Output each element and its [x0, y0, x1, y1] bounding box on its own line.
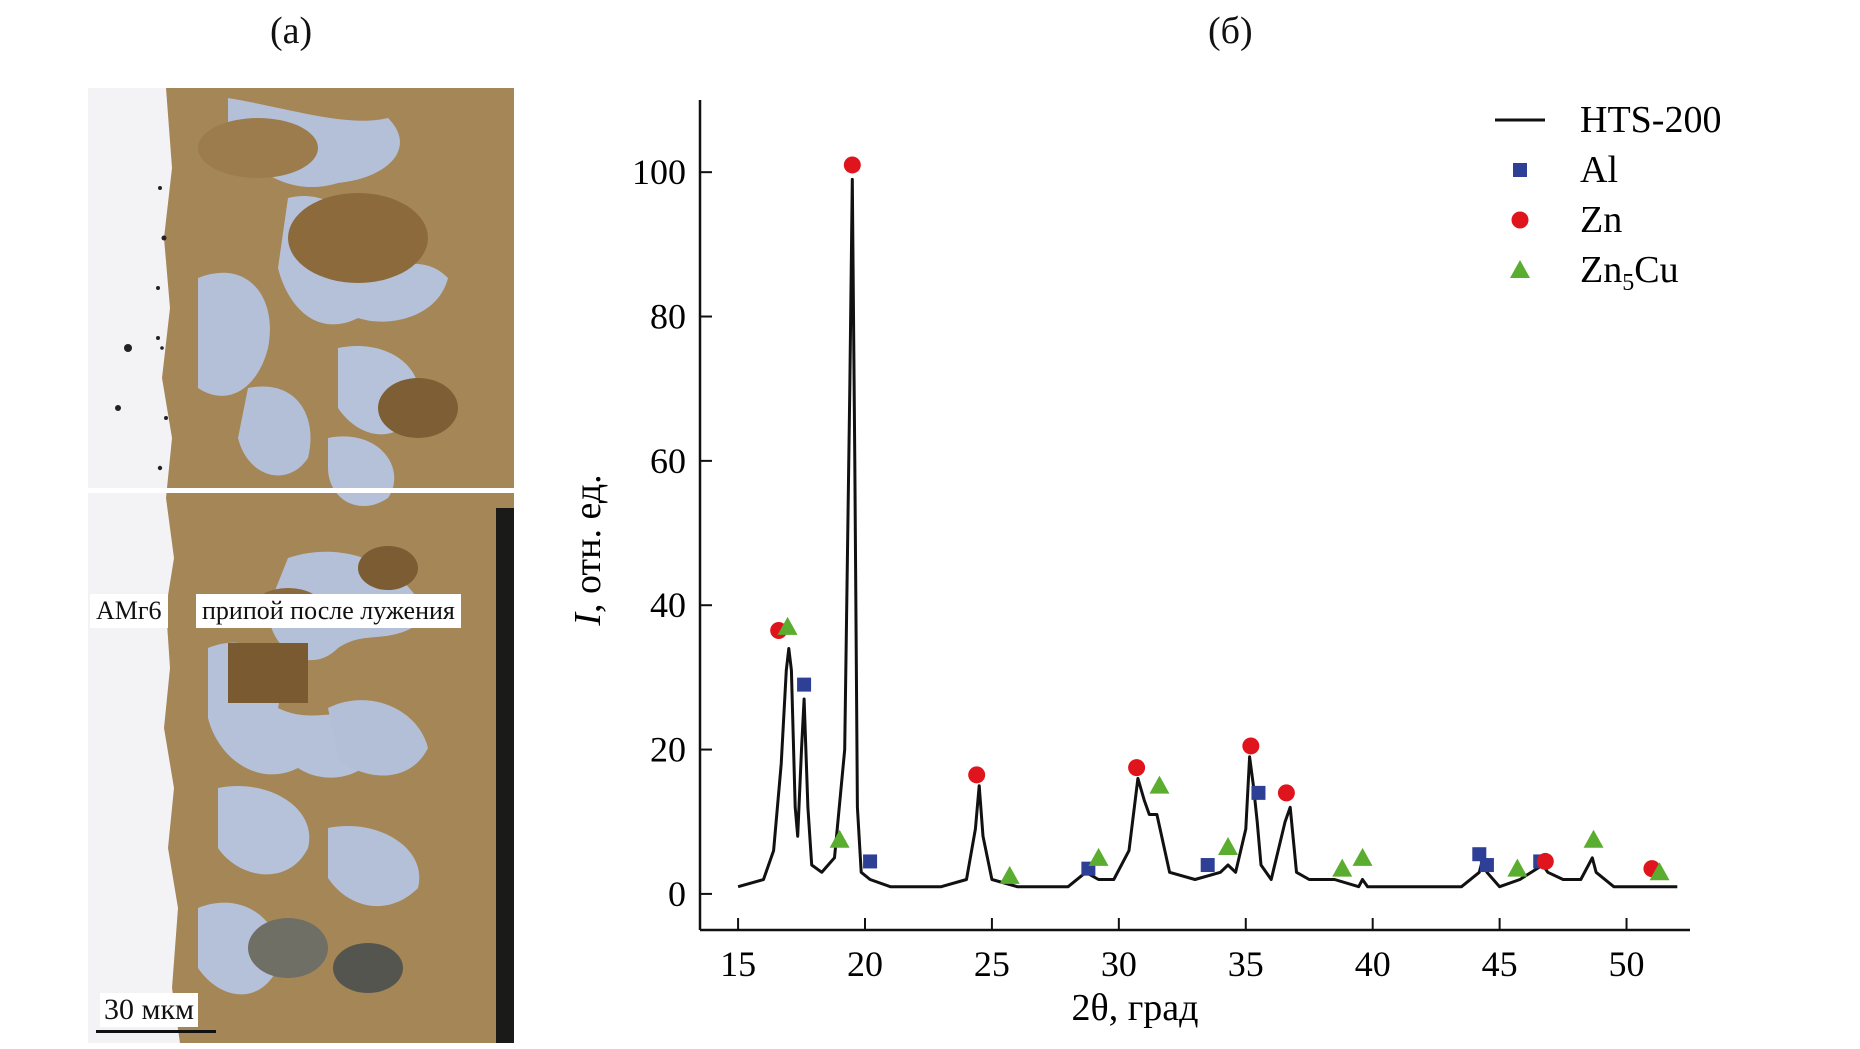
y-axis-label-rest: , отн. ед. — [567, 474, 609, 613]
marker-zn5cu — [1218, 837, 1238, 855]
marker-zn5cu — [1507, 858, 1528, 877]
panel-label-b: (б) — [1208, 10, 1253, 52]
micro-label-base: АМг6 — [90, 594, 168, 628]
chart-ticks: 15 20 25 30 35 40 45 50 0 20 40 60 80 100 — [632, 152, 1645, 984]
y-tick-label: 60 — [650, 441, 686, 481]
marker-zn — [968, 766, 986, 784]
legend-label-tail: Cu — [1634, 249, 1678, 291]
marker-zn5cu — [1088, 847, 1109, 866]
marker-al — [797, 677, 812, 692]
chart-markers — [770, 156, 1670, 884]
marker-al — [863, 854, 878, 869]
y-axis-label: I, отн. ед. — [567, 474, 609, 626]
y-tick-label: 0 — [668, 874, 686, 914]
marker-al — [1479, 858, 1494, 873]
legend-swatch-al — [1513, 163, 1527, 177]
marker-zn5cu — [829, 829, 850, 848]
marker-zn5cu — [1583, 829, 1604, 848]
marker-zn — [1242, 737, 1260, 755]
marker-zn5cu — [999, 865, 1020, 884]
marker-zn5cu — [1649, 862, 1670, 881]
marker-zn5cu — [1332, 858, 1353, 877]
micrograph-image — [88, 88, 514, 1043]
legend-label: Zn5Cu — [1580, 249, 1679, 296]
legend-label: Zn — [1580, 199, 1622, 241]
x-tick-label: 25 — [974, 944, 1010, 984]
micro-label-solder: припой после лужения — [196, 594, 461, 628]
y-tick-label: 20 — [650, 730, 686, 770]
marker-zn5cu — [1352, 847, 1373, 866]
chart-legend: HTS-2000/Амг6AlZnZn5Cu — [1495, 99, 1720, 296]
panel-label-a: (а) — [270, 10, 313, 52]
scale-bar — [96, 1030, 216, 1033]
marker-zn — [1277, 784, 1295, 802]
y-tick-label: 40 — [650, 585, 686, 625]
marker-al — [1472, 847, 1487, 862]
marker-zn — [843, 156, 861, 174]
x-tick-label: 30 — [1101, 944, 1137, 984]
x-tick-label: 20 — [847, 944, 883, 984]
legend-swatch-zn5cu — [1510, 260, 1530, 278]
xrd-chart: 15 20 25 30 35 40 45 50 0 20 40 60 80 100 HTS-2000/Ам… — [567, 99, 1720, 1029]
y-tick-label: 80 — [650, 297, 686, 337]
x-tick-label: 15 — [720, 944, 756, 984]
legend-label: HTS-2000/Амг6 — [1580, 99, 1720, 141]
scale-bar-label: 30 мкм — [100, 993, 199, 1027]
marker-zn — [1536, 852, 1554, 870]
micrograph-drawing — [88, 88, 514, 1043]
marker-al — [1200, 858, 1215, 873]
marker-al — [1251, 785, 1266, 800]
series-line-spectrum — [737, 177, 1678, 889]
legend-swatch-zn — [1511, 211, 1529, 229]
marker-zn5cu — [1149, 775, 1170, 794]
legend-label-sub: 5 — [1622, 270, 1634, 296]
x-tick-label: 40 — [1355, 944, 1391, 984]
marker-zn — [1128, 759, 1146, 777]
x-tick-label: 50 — [1609, 944, 1645, 984]
legend-label-main: Zn — [1580, 249, 1622, 291]
legend-label: Al — [1580, 149, 1618, 191]
y-axis-label-italic: I — [567, 611, 609, 627]
x-axis-label: 2θ, град — [1072, 987, 1199, 1029]
marker-zn5cu — [777, 616, 798, 635]
x-tick-label: 45 — [1482, 944, 1518, 984]
y-tick-label: 100 — [632, 152, 686, 192]
x-tick-label: 35 — [1228, 944, 1264, 984]
